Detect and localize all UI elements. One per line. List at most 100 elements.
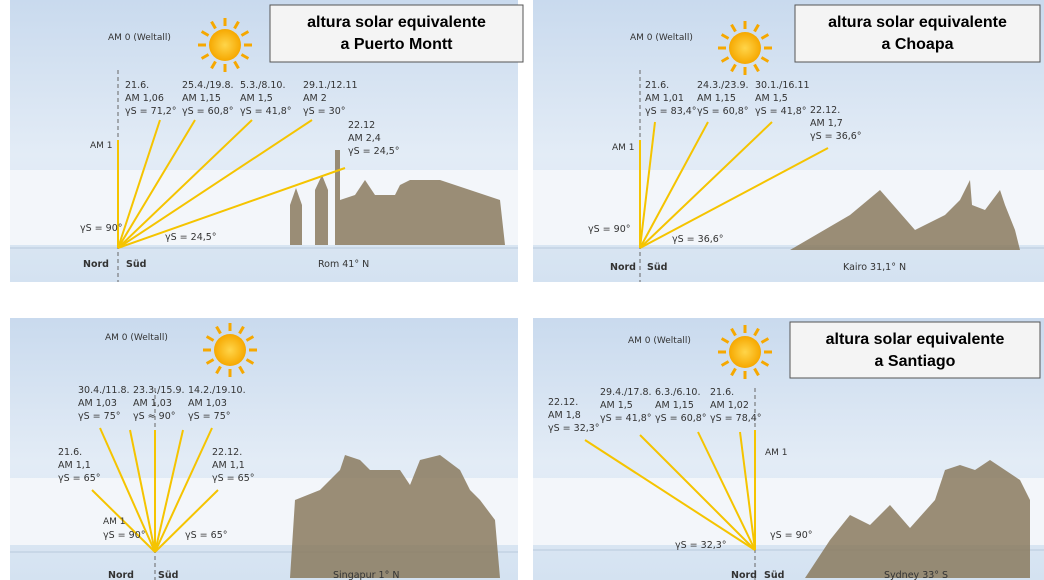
city-label: Kairo 31,1° N [843,262,906,273]
callout-text: altura solar equivalente [828,14,1007,31]
sun-beam [154,427,213,553]
ray-label: γS = 78,4° [710,413,762,424]
sun-ray [730,23,737,33]
sun-beam [99,427,156,553]
sun [214,334,246,366]
ray-label: 22.12. [810,105,840,116]
sun-beam [739,431,756,551]
ray-label: AM 1,03 [188,398,227,409]
ray-label: AM 1,15 [655,400,694,411]
sun-ray [200,53,210,60]
sun-beam [639,121,656,249]
sun-ray [215,365,222,375]
ray-label: AM 1,7 [810,118,843,129]
sun-ray [245,335,255,342]
ray-label: AM 1,06 [125,93,164,104]
ray-label: 25.4./19.8. [182,80,234,91]
sued-label: Süd [647,262,667,273]
callout-text: a Puerto Montt [341,36,454,53]
ray-label: AM 2,4 [348,133,381,144]
sun-beam [154,489,219,553]
sun-ray [760,56,770,63]
ray-label: AM 1,8 [548,410,581,421]
ray-label: AM 1,01 [645,93,684,104]
sun-ray [233,60,240,70]
ray-label: 30.1./16.11 [755,80,810,91]
ray-label: γS = 71,2° [125,106,177,117]
sun-ray [720,360,730,367]
ray-label: AM 1,5 [240,93,273,104]
ray-label: γS = 83,4° [645,106,697,117]
city-label: Sydney 33° S [884,570,948,580]
angle-label: γS = 90° [588,224,631,235]
sun-ray [720,33,730,40]
ray-label: γS = 75° [78,411,121,422]
sun-beam [117,167,346,249]
sun-ray [205,335,215,342]
ray-label: 24.3./23.9. [697,80,749,91]
sun-ray [210,60,217,70]
angle-label: γS = 24,5° [165,232,217,243]
sun-ray [753,23,760,33]
sued-label: Süd [764,570,784,580]
callout-box [269,4,524,63]
am1-label: AM 1 [612,143,635,153]
sun-ray [720,56,730,63]
nord-label: Nord [108,570,134,580]
ray-label: 5.3./8.10. [240,80,286,91]
ray-label: γS = 41,8° [600,413,652,424]
sun-ray [240,53,250,60]
sun-beam [117,119,313,249]
ray-label: AM 1,15 [697,93,736,104]
city-label: Singapur 1° N [333,570,399,580]
ray-label: γS = 24,5° [348,146,400,157]
sun-ray [720,337,730,344]
am0-label: AM 0 (Weltall) [628,336,691,346]
ray-label: 29.4./17.8. [600,387,652,398]
ray-label: 6.3./6.10. [655,387,701,398]
ray-label: γS = 60,8° [655,413,707,424]
am0-label: AM 0 (Weltall) [108,33,171,43]
angle-label: γS = 90° [80,223,123,234]
ray-label: 22.12. [212,447,242,458]
callout-box [794,4,1041,63]
skyline [805,460,1030,578]
ray-label: γS = 30° [303,106,346,117]
nord-label: Nord [731,570,757,580]
angle-label: γS = 32,3° [675,540,727,551]
callout-text: a Santiago [875,353,956,370]
ray-label: 21.6. [710,387,734,398]
city-label: Rom 41° N [318,259,369,270]
ray-label: 22.12. [548,397,578,408]
callout-text: altura solar equivalente [826,331,1005,348]
am1-label: AM 1 [103,517,126,527]
ray-label: AM 1,03 [133,398,172,409]
ray-label: AM 1,1 [58,460,91,471]
sun-beam [117,119,196,249]
angle-label: γS = 90° [770,530,813,541]
ray-label: 23.3./15.9. [133,385,185,396]
sun-ray [215,325,222,335]
callout-text: a Choapa [881,36,953,53]
ray-label: AM 2 [303,93,327,104]
ray-label: γS = 65° [58,473,101,484]
ray-label: γS = 41,8° [240,106,292,117]
ray-label: 21.6. [125,80,149,91]
sun-ray [205,358,215,365]
sun-ray [210,20,217,30]
skyline [790,180,1020,250]
sun-ray [238,365,245,375]
sun-beam [639,121,709,249]
ray-label: γS = 41,8° [755,106,807,117]
sun-ray [760,33,770,40]
ray-label: AM 1,1 [212,460,245,471]
sun-ray [760,337,770,344]
sun-beam [91,489,156,553]
ray-label: AM 1,5 [755,93,788,104]
skyline [290,455,500,578]
sun-ray [730,63,737,73]
callout-text: altura solar equivalente [307,14,486,31]
sued-label: Süd [126,259,146,270]
panel: AM 0 (Weltall) AM 1 22.12. AM 1,8 γS = 32,3°… [533,318,1044,580]
